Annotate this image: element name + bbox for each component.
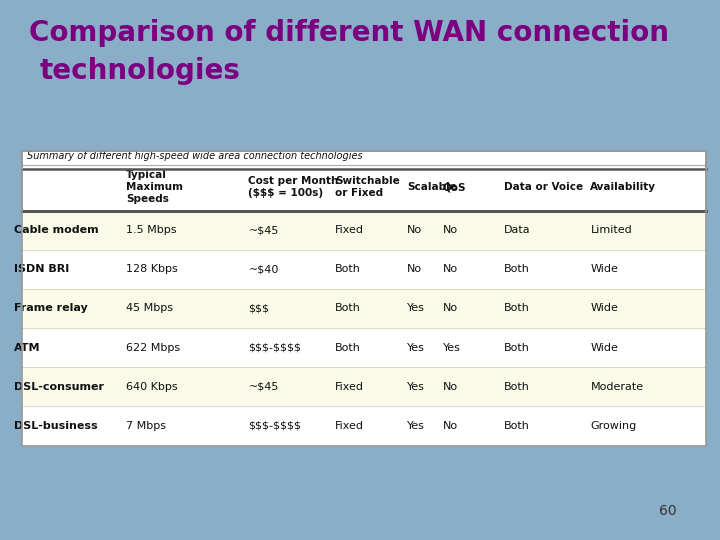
Text: ~$40: ~$40 xyxy=(248,264,279,274)
Text: QoS: QoS xyxy=(443,182,467,192)
Text: Cost per Month
($$$ = 100s): Cost per Month ($$$ = 100s) xyxy=(248,176,339,198)
Text: Both: Both xyxy=(335,342,361,353)
Text: Yes: Yes xyxy=(407,382,425,392)
Text: Cable modem: Cable modem xyxy=(14,225,99,235)
Text: Wide: Wide xyxy=(590,264,618,274)
Text: 640 Kbps: 640 Kbps xyxy=(126,382,178,392)
Text: 45 Mbps: 45 Mbps xyxy=(126,303,173,314)
Text: Both: Both xyxy=(504,421,530,431)
Text: Limited: Limited xyxy=(590,225,632,235)
Text: Yes: Yes xyxy=(407,421,425,431)
FancyBboxPatch shape xyxy=(22,367,706,406)
Text: Fixed: Fixed xyxy=(335,421,364,431)
FancyBboxPatch shape xyxy=(22,211,706,249)
Text: Wide: Wide xyxy=(590,303,618,314)
Text: No: No xyxy=(407,264,422,274)
Text: Moderate: Moderate xyxy=(590,382,644,392)
Text: ~$45: ~$45 xyxy=(248,382,279,392)
Text: Yes: Yes xyxy=(443,342,461,353)
FancyBboxPatch shape xyxy=(22,328,706,367)
Text: 128 Kbps: 128 Kbps xyxy=(126,264,178,274)
Text: No: No xyxy=(443,382,458,392)
Text: No: No xyxy=(443,421,458,431)
FancyBboxPatch shape xyxy=(22,289,706,328)
Text: No: No xyxy=(443,225,458,235)
Text: technologies: technologies xyxy=(40,57,240,85)
Text: $$$: $$$ xyxy=(248,303,269,314)
FancyBboxPatch shape xyxy=(22,406,706,445)
Text: Both: Both xyxy=(335,303,361,314)
Text: Scalable: Scalable xyxy=(407,182,456,192)
Text: 622 Mbps: 622 Mbps xyxy=(126,342,180,353)
Text: 60: 60 xyxy=(660,504,677,518)
Text: ATM: ATM xyxy=(14,342,41,353)
Text: Switchable
or Fixed: Switchable or Fixed xyxy=(335,176,400,198)
Text: $$$-$$$$: $$$-$$$$ xyxy=(248,342,302,353)
Text: Typical
Maximum
Speeds: Typical Maximum Speeds xyxy=(126,170,183,204)
Text: 1.5 Mbps: 1.5 Mbps xyxy=(126,225,176,235)
Text: Yes: Yes xyxy=(407,342,425,353)
Text: Wide: Wide xyxy=(590,342,618,353)
Text: $$$-$$$$: $$$-$$$$ xyxy=(248,421,302,431)
Text: Both: Both xyxy=(504,264,530,274)
Text: Availability: Availability xyxy=(590,182,657,192)
Text: Comparison of different WAN connection: Comparison of different WAN connection xyxy=(29,19,669,47)
Text: ISDN BRI: ISDN BRI xyxy=(14,264,70,274)
Text: Fixed: Fixed xyxy=(335,382,364,392)
Text: Data: Data xyxy=(504,225,531,235)
Text: 7 Mbps: 7 Mbps xyxy=(126,421,166,431)
Text: Yes: Yes xyxy=(407,303,425,314)
Text: Frame relay: Frame relay xyxy=(14,303,88,314)
Text: No: No xyxy=(443,303,458,314)
FancyBboxPatch shape xyxy=(22,151,706,446)
Text: No: No xyxy=(407,225,422,235)
Text: Fixed: Fixed xyxy=(335,225,364,235)
Text: Both: Both xyxy=(504,382,530,392)
Text: Summary of different high-speed wide area connection technologies: Summary of different high-speed wide are… xyxy=(27,151,363,161)
FancyBboxPatch shape xyxy=(22,249,706,289)
Text: Data or Voice: Data or Voice xyxy=(504,182,583,192)
Text: ~$45: ~$45 xyxy=(248,225,279,235)
Text: Both: Both xyxy=(504,342,530,353)
Text: No: No xyxy=(443,264,458,274)
Text: Both: Both xyxy=(335,264,361,274)
Text: DSL-consumer: DSL-consumer xyxy=(14,382,104,392)
Text: Growing: Growing xyxy=(590,421,636,431)
Text: DSL-business: DSL-business xyxy=(14,421,98,431)
Text: Both: Both xyxy=(504,303,530,314)
